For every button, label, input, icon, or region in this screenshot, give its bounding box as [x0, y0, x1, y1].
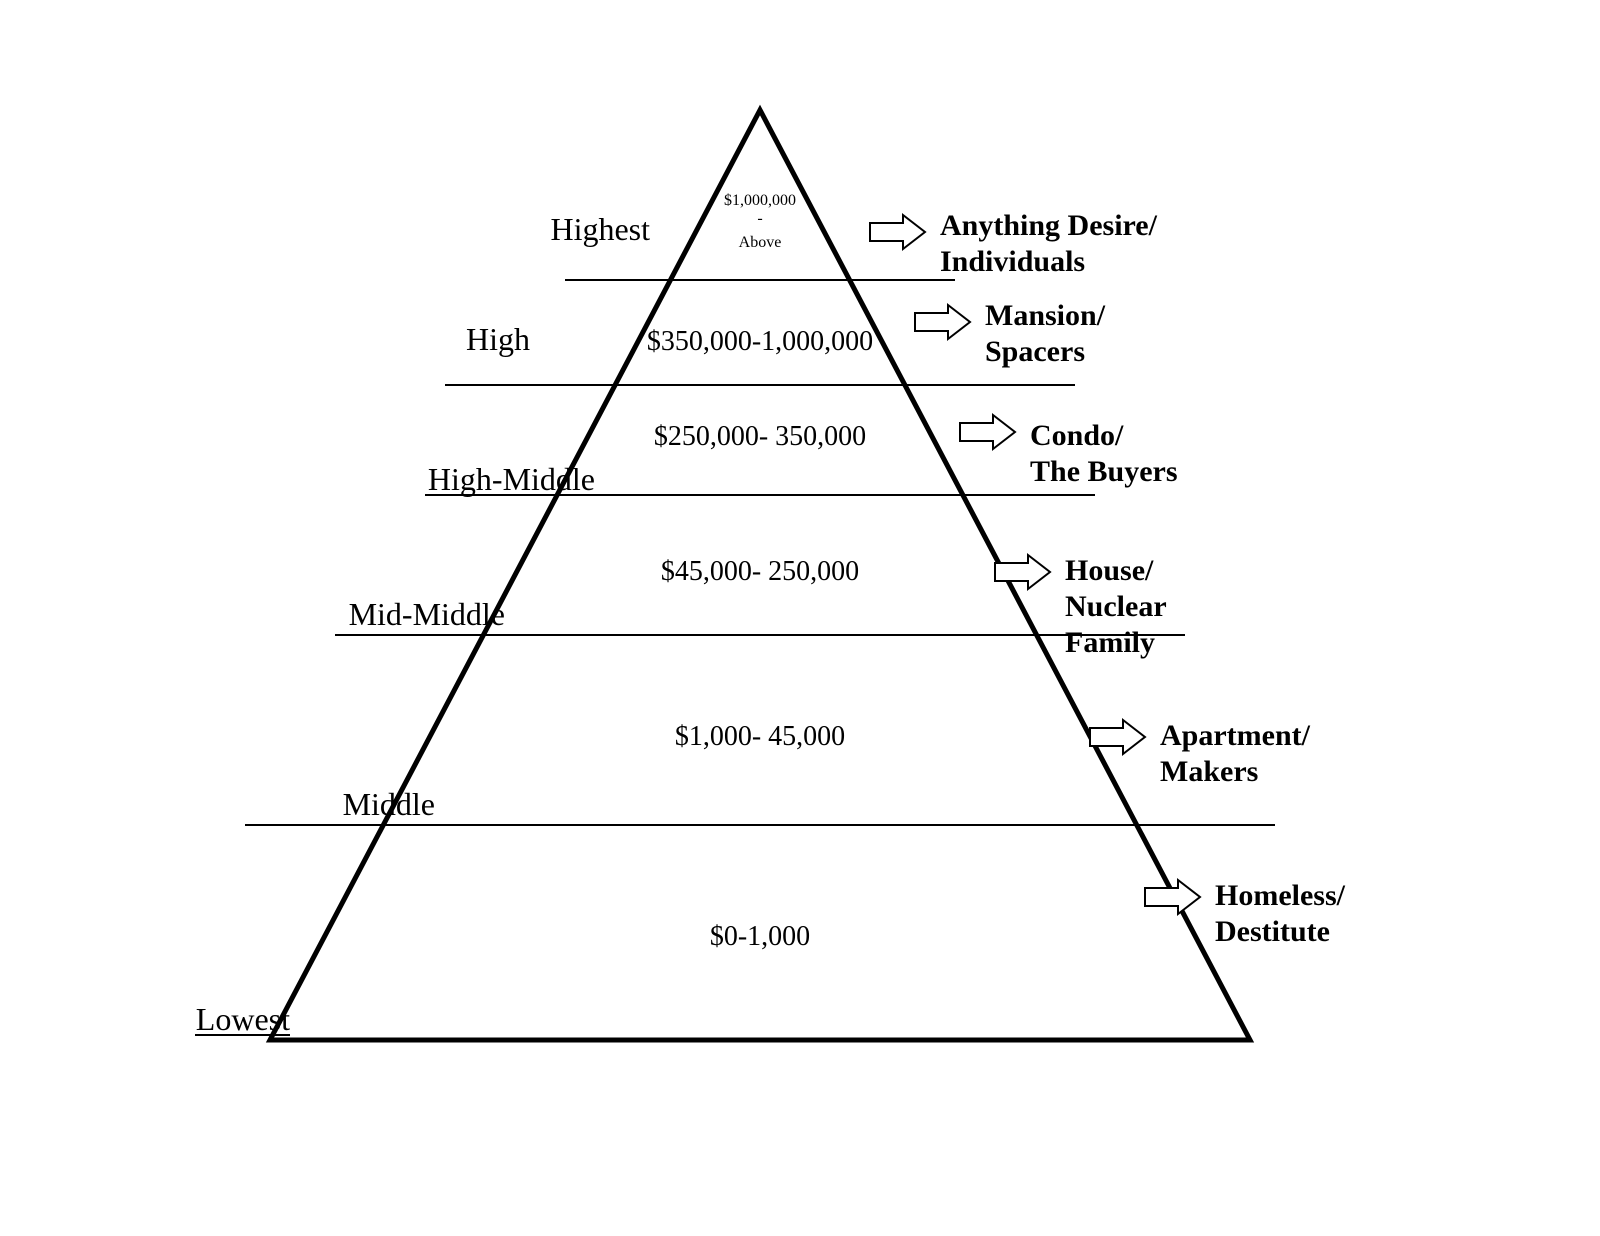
range-text: Above [739, 234, 782, 251]
range-text: - [757, 210, 762, 227]
tier-label: Highest [550, 211, 650, 247]
description-text: Family [1065, 626, 1155, 659]
description-text: Mansion/ [985, 299, 1106, 332]
description-text: Homeless/ [1215, 879, 1346, 912]
description-text: Nuclear [1065, 590, 1167, 623]
pyramid-diagram: Highest $1,000,000- Above Anything Desire/I… [0, 0, 1600, 1236]
range-text: $350,000-1,000,000 [647, 326, 873, 357]
description-text: Condo/ [1030, 419, 1124, 452]
tier-label: High [466, 321, 530, 357]
tier-label: Mid-Middle [349, 596, 505, 632]
tier-label: High-Middle [428, 461, 595, 497]
range-text: $1,000- 45,000 [675, 721, 845, 752]
pyramid-group: Highest $1,000,000- Above Anything Desire/I… [195, 110, 1346, 1040]
description-text: Spacers [985, 335, 1085, 368]
range-text: $45,000- 250,000 [661, 556, 859, 587]
description-text: The Buyers [1030, 455, 1178, 488]
arrow-icon [960, 415, 1015, 449]
description-text: Makers [1160, 755, 1258, 788]
description-text: Anything Desire/ [940, 209, 1158, 242]
range-text: $0-1,000 [710, 921, 810, 952]
description-text: Apartment/ [1160, 719, 1311, 752]
arrow-icon [870, 215, 925, 249]
description-text: Destitute [1215, 915, 1330, 948]
arrow-icon [995, 555, 1050, 589]
tier-label: Lowest [196, 1001, 290, 1037]
arrow-icon [915, 305, 970, 339]
range-text: $250,000- 350,000 [654, 421, 866, 452]
range-text: $1,000,000 [724, 192, 796, 209]
description-text: Individuals [940, 245, 1085, 278]
description-text: House/ [1065, 554, 1154, 587]
arrow-icon [1145, 880, 1200, 914]
tier-label: Middle [343, 786, 435, 822]
